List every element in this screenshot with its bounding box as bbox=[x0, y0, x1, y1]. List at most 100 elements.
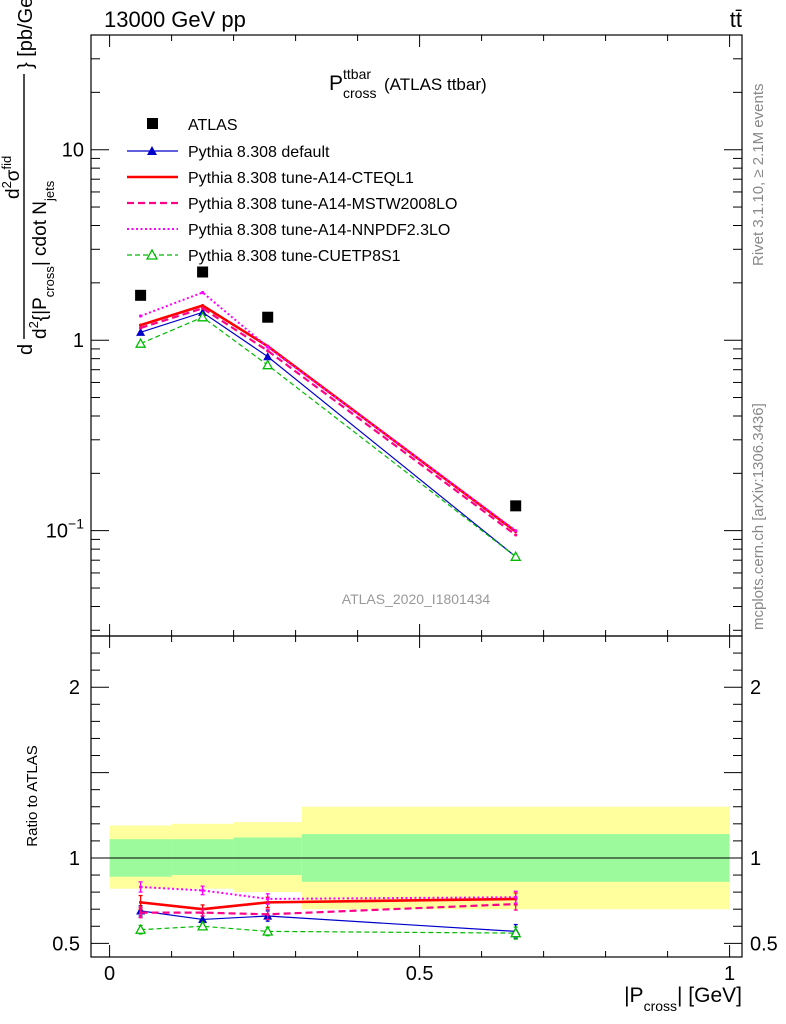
mcplots-label: mcplots.cern.ch [arXiv:1306.3436] bbox=[750, 403, 767, 630]
ratio-series-point bbox=[134, 923, 147, 934]
legend-label: Pythia 8.308 tune-A14-NNPDF2.3LO bbox=[188, 222, 450, 239]
series-point bbox=[201, 303, 205, 308]
plot-title-sub: cross bbox=[343, 85, 376, 101]
y-axis-label: d d2σfid d2{|Pcross| cdot Njets } [pb/Ge… bbox=[0, 0, 57, 355]
series-line bbox=[140, 304, 517, 533]
ratio-series-line bbox=[140, 925, 516, 934]
y-tick-exp: −1 bbox=[68, 516, 84, 532]
series-point bbox=[266, 349, 270, 353]
ratio-series-point bbox=[266, 912, 270, 916]
ratio-band-inner-bin bbox=[233, 837, 302, 876]
ratio-y-tick-label: 0.5 bbox=[52, 933, 80, 955]
x-tick-label: 1 bbox=[724, 963, 735, 985]
data-point bbox=[510, 500, 522, 512]
y-num-sigma: σ bbox=[3, 169, 24, 181]
y-axis-label-close: } [pb/GeV] bbox=[15, 0, 37, 69]
energy-label: 13000 GeV pp bbox=[104, 7, 246, 32]
x-tick-label: 0 bbox=[104, 963, 115, 985]
ratio-series-point bbox=[196, 920, 209, 931]
legend: ATLAS Pythia 8.308 default Pythia 8.308 t… bbox=[127, 117, 457, 265]
rivet-version-label: Rivet 3.1.10, ≥ 2.1M events bbox=[750, 84, 767, 267]
series-point bbox=[201, 290, 205, 295]
ratio-series-point bbox=[510, 927, 522, 938]
y-den-d: d bbox=[30, 328, 51, 339]
ratio-y-tick-label-right: 1 bbox=[750, 848, 761, 870]
ratio-series-point bbox=[201, 888, 205, 893]
plot-title-suffix: (ATLAS ttbar) bbox=[384, 75, 487, 94]
x-label-pre: |P bbox=[624, 984, 643, 1007]
series-point bbox=[262, 359, 274, 370]
y-tick-base: 10 bbox=[46, 521, 68, 543]
series-point bbox=[510, 550, 522, 561]
main-plot-marks bbox=[134, 266, 522, 561]
data-point bbox=[135, 289, 147, 301]
series-point bbox=[514, 529, 518, 533]
y-fraction-numerator: d2σfid bbox=[0, 156, 24, 199]
y-fraction-denominator: d2{|Pcross| cdot Njets bbox=[26, 180, 57, 339]
series-point bbox=[514, 533, 518, 537]
analysis-id-label: ATLAS_2020_I1801434 bbox=[342, 591, 491, 607]
ratio-series-point bbox=[514, 895, 518, 899]
ratio-series-line bbox=[140, 910, 516, 932]
series-point bbox=[136, 327, 146, 336]
series-point bbox=[139, 323, 143, 327]
legend-label: Pythia 8.308 tune-CUETP8S1 bbox=[188, 248, 401, 265]
series-point bbox=[139, 314, 143, 318]
legend-label: Pythia 8.308 tune-A14-MSTW2008LO bbox=[188, 196, 457, 213]
legend-label-atlas: ATLAS bbox=[188, 117, 238, 134]
data-point bbox=[197, 266, 209, 278]
y-axis-label-d: d bbox=[15, 344, 37, 355]
y-den-mid: | cdot N bbox=[30, 201, 51, 266]
ratio-series-point bbox=[198, 914, 208, 924]
series-point bbox=[266, 345, 270, 349]
x-label-sub: cross bbox=[644, 998, 677, 1014]
legend-marker-atlas bbox=[147, 118, 158, 129]
y-num-d: d bbox=[3, 188, 24, 199]
y-den-sub2: jets bbox=[42, 180, 57, 202]
y-den-main: {|P bbox=[30, 297, 51, 321]
series-line bbox=[140, 316, 517, 558]
series-line bbox=[140, 307, 517, 536]
ratio-series-point bbox=[139, 885, 143, 889]
ratio-series-line bbox=[140, 885, 516, 900]
plot-title-sup: ttbar bbox=[343, 66, 371, 82]
y-den-sup: 2 bbox=[26, 321, 41, 328]
ratio-axis-ticks: 0 0.5 1 0.5 0.5 1 1 2 2 bbox=[52, 636, 778, 985]
y-num-sup: 2 bbox=[0, 181, 14, 188]
series-point bbox=[134, 337, 147, 348]
plot-title: Pttbar cross (ATLAS ttbar) bbox=[329, 66, 487, 101]
y-num-sub: fid bbox=[0, 156, 14, 170]
y-den-sub: cross bbox=[42, 266, 57, 298]
ratio-series-line bbox=[140, 897, 516, 911]
ratio-series-point bbox=[201, 911, 205, 915]
y-tick-label: 1 bbox=[73, 330, 84, 352]
legend-marker bbox=[147, 146, 157, 155]
x-axis-label: |Pcross| [GeV] bbox=[624, 984, 742, 1014]
ratio-plot-marks bbox=[91, 806, 742, 940]
legend-label: Pythia 8.308 default bbox=[188, 144, 330, 161]
ratio-plot-frame bbox=[90, 635, 743, 958]
data-point bbox=[262, 311, 274, 323]
ratio-y-tick-label: 1 bbox=[69, 848, 80, 870]
ratio-y-tick-label-right: 0.5 bbox=[750, 933, 778, 955]
legend-marker bbox=[145, 248, 159, 260]
ratio-y-tick-label: 2 bbox=[69, 677, 80, 699]
ratio-series-point bbox=[262, 925, 274, 936]
ratio-series-point bbox=[139, 900, 143, 904]
x-label-post: | [GeV] bbox=[677, 984, 742, 1007]
y-fraction: d2σfid d2{|Pcross| cdot Njets bbox=[0, 74, 57, 339]
ratio-y-axis-label: Ratio to ATLAS bbox=[24, 745, 41, 846]
ratio-y-tick-label-right: 2 bbox=[750, 677, 761, 699]
series-line bbox=[140, 291, 517, 532]
series-line bbox=[140, 311, 517, 558]
process-label: tt̄ bbox=[730, 7, 742, 32]
ratio-series-line bbox=[140, 902, 516, 916]
ratio-band-inner-bin bbox=[171, 839, 234, 876]
series-point bbox=[201, 306, 205, 310]
y-tick-label: 10 bbox=[62, 140, 84, 162]
ratio-panel: 0 0.5 1 0.5 0.5 1 1 2 2 Ratio to ATLAS bbox=[24, 635, 778, 985]
series-point bbox=[139, 326, 143, 330]
